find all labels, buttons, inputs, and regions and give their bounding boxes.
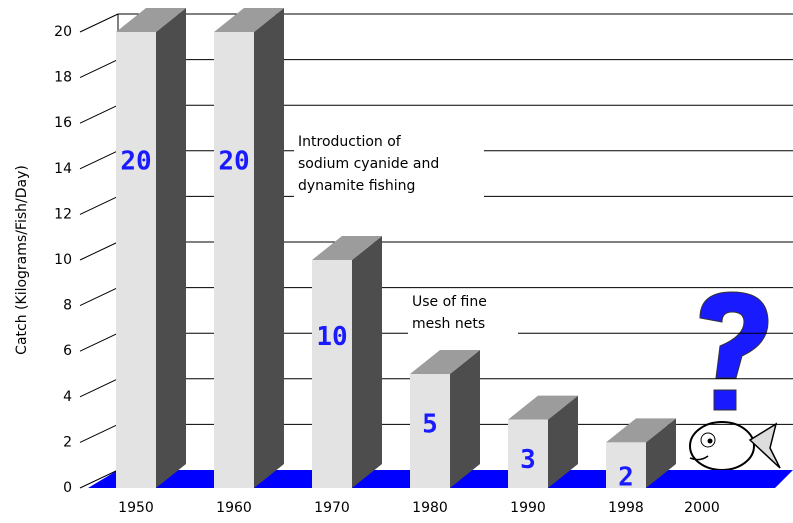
bar-top xyxy=(606,418,676,443)
fish xyxy=(689,421,781,471)
tick-mark xyxy=(79,287,119,307)
annotation: Introduction of xyxy=(298,134,402,150)
tick-mark xyxy=(79,469,119,489)
x-tick-label: 1970 xyxy=(314,500,350,516)
tick-mark xyxy=(79,13,119,33)
y-tick-label: 16 xyxy=(54,115,72,131)
y-tick-label: 18 xyxy=(54,70,72,86)
tick-mark xyxy=(79,378,119,398)
bar xyxy=(508,419,548,488)
bar-top xyxy=(410,350,480,374)
value-label: 10 xyxy=(316,322,347,352)
y-tick-label: 14 xyxy=(54,161,72,177)
annotation-bg xyxy=(408,290,518,336)
y-tick-label: 2 xyxy=(63,434,72,450)
x-tick-label: 1990 xyxy=(510,500,546,516)
y-tick-label: 10 xyxy=(54,252,72,268)
bar-side xyxy=(254,8,284,488)
y-tick-label: 8 xyxy=(63,298,72,314)
bar-side xyxy=(156,8,186,488)
x-tick-label: 1998 xyxy=(608,500,644,516)
x-tick-label: 2000 xyxy=(684,500,720,516)
value-label: 20 xyxy=(120,146,151,176)
bar xyxy=(116,32,156,488)
y-tick-label: 20 xyxy=(54,24,72,40)
y-tick-label: 12 xyxy=(54,206,72,222)
tick-mark xyxy=(79,150,119,170)
tick-mark xyxy=(79,241,119,261)
annotation-bg xyxy=(294,130,484,198)
value-label: 2 xyxy=(618,462,634,492)
x-tick-label: 1950 xyxy=(118,500,154,516)
bar xyxy=(312,260,352,488)
y-axis-label: Catch (Kilograms/Fish/Day) xyxy=(14,165,30,355)
y-tick-label: 4 xyxy=(63,389,72,405)
bar xyxy=(410,374,450,488)
bar-side xyxy=(352,236,382,488)
x-tick-label: 1980 xyxy=(412,500,448,516)
value-label: 20 xyxy=(218,146,249,176)
tick-mark xyxy=(79,195,119,215)
bar xyxy=(214,32,254,488)
bar-top xyxy=(312,236,382,260)
x-tick-label: 1960 xyxy=(216,500,252,516)
tick-mark xyxy=(79,423,119,443)
bar-top xyxy=(116,8,186,32)
annotation: Use of fine xyxy=(412,294,487,310)
value-label: 3 xyxy=(520,445,536,475)
tick-mark xyxy=(79,104,119,124)
bar xyxy=(606,442,646,488)
bar-top xyxy=(508,395,578,420)
bar-side xyxy=(548,395,578,488)
annotation: dynamite fishing xyxy=(298,178,415,194)
bar-side xyxy=(646,418,676,488)
annotation: sodium cyanide and xyxy=(298,156,439,172)
y-tick-label: 0 xyxy=(63,480,72,496)
tick-mark xyxy=(79,332,119,352)
y-tick-label: 6 xyxy=(63,343,72,359)
bar-side xyxy=(450,350,480,488)
value-label: 5 xyxy=(422,410,438,440)
annotation: mesh nets xyxy=(412,316,485,332)
question-mark xyxy=(699,291,769,411)
bar-top xyxy=(214,8,284,32)
tick-mark xyxy=(79,59,119,79)
